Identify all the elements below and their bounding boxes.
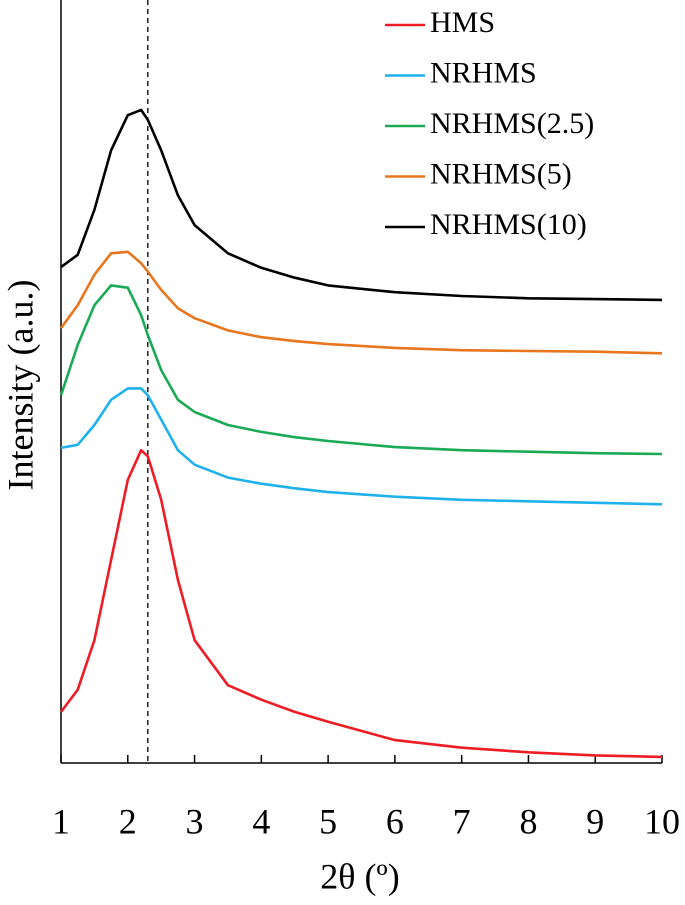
data-line: [59, 448, 663, 759]
x-tick-label: 1: [52, 801, 70, 841]
x-tick-label: 3: [186, 801, 204, 841]
x-tick-label: 7: [453, 801, 471, 841]
x-axis-label: 2θ (º): [320, 856, 399, 896]
data-line: [59, 284, 663, 456]
legend-label: NRHMS(10): [430, 208, 587, 241]
legend-label: HMS: [430, 6, 495, 39]
x-tick-label: 10: [644, 801, 680, 841]
y-axis-label: Intensity (a.u.): [0, 280, 40, 491]
data-line: [60, 108, 663, 302]
x-tick-label: 9: [586, 801, 604, 841]
x-tick-label: 4: [252, 801, 270, 841]
data-line: [59, 250, 663, 355]
data-line: [60, 387, 663, 506]
x-tick-label: 2: [119, 801, 137, 841]
legend-label: NRHMS(5): [430, 157, 572, 190]
legend-label: NRHMS: [430, 56, 537, 89]
x-tick-label: 5: [319, 801, 337, 841]
legend-label: NRHMS(2.5): [430, 107, 594, 140]
x-tick-label: 6: [386, 801, 404, 841]
x-tick-label: 8: [519, 801, 537, 841]
